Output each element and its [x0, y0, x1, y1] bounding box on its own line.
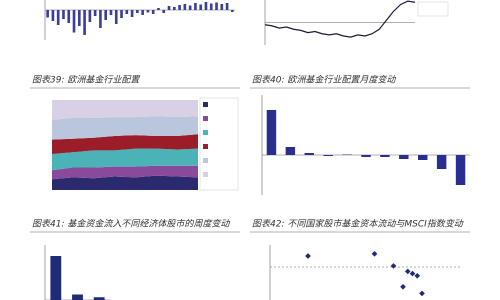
bar: [199, 4, 203, 10]
bar: [77, 10, 81, 26]
legend-box: [417, 1, 449, 17]
area: [52, 100, 198, 120]
point: [371, 250, 378, 257]
bar: [67, 10, 71, 23]
point: [404, 268, 411, 275]
legend-box: [199, 97, 239, 191]
bar: [130, 10, 134, 17]
legend-swatch: [203, 130, 208, 135]
bar: [72, 294, 83, 300]
bar: [323, 155, 333, 156]
caption: 图表39: 欧洲基金行业配置: [32, 75, 140, 86]
bar: [88, 10, 92, 22]
bar: [436, 155, 447, 169]
bar: [188, 5, 192, 10]
bar: [104, 10, 108, 20]
bar: [50, 256, 62, 300]
bar: [285, 147, 296, 155]
bar: [56, 10, 60, 25]
legend-swatch: [203, 102, 208, 107]
caption: 图表41: 基金资金流入不同经济体股市的周度变动: [32, 219, 230, 230]
bar: [51, 10, 55, 21]
bar: [125, 10, 129, 14]
bar: [194, 3, 197, 10]
bar: [361, 155, 371, 157]
area: [52, 116, 198, 140]
legend-swatch: [203, 172, 208, 177]
bar: [204, 2, 208, 10]
point: [390, 263, 397, 269]
caption: 图表40: 欧洲基金行业配置月度变动: [252, 75, 396, 86]
bar: [380, 155, 390, 157]
bar: [93, 297, 105, 300]
bar: [141, 10, 144, 15]
bar: [109, 10, 113, 15]
point: [414, 272, 421, 279]
point: [409, 270, 416, 277]
bar: [209, 3, 213, 10]
line: [264, 0, 416, 38]
bar: [146, 10, 150, 13]
bar: [162, 10, 166, 13]
bar: [455, 155, 466, 185]
bar: [151, 10, 155, 14]
bar: [72, 10, 76, 33]
point: [305, 253, 311, 259]
bar: [120, 10, 123, 18]
bar: [183, 4, 187, 10]
point: [419, 290, 425, 297]
legend-swatch: [203, 144, 208, 149]
bar: [157, 8, 160, 10]
bar: [83, 10, 86, 35]
bar: [342, 154, 352, 155]
legend-swatch: [203, 116, 208, 121]
bar: [304, 153, 314, 155]
bar: [172, 7, 176, 10]
bar: [215, 2, 218, 10]
bar: [225, 3, 229, 10]
point: [400, 283, 406, 290]
bar: [418, 155, 428, 160]
area: [52, 148, 198, 171]
bar: [46, 10, 49, 18]
area: [52, 165, 198, 180]
bar: [266, 110, 277, 155]
caption: 图表42: 不同国家股市基金资本流动与MSCI指数变动: [252, 219, 464, 230]
bar: [93, 10, 97, 16]
area: [52, 134, 198, 154]
area: [52, 175, 198, 190]
bar: [178, 5, 181, 10]
bar: [114, 10, 118, 24]
bar: [99, 10, 102, 28]
bar: [136, 10, 139, 13]
bar: [399, 155, 409, 159]
bar: [231, 10, 234, 12]
bar: [167, 6, 171, 10]
bar: [220, 4, 224, 10]
bar: [62, 10, 65, 19]
legend-swatch: [203, 158, 208, 163]
